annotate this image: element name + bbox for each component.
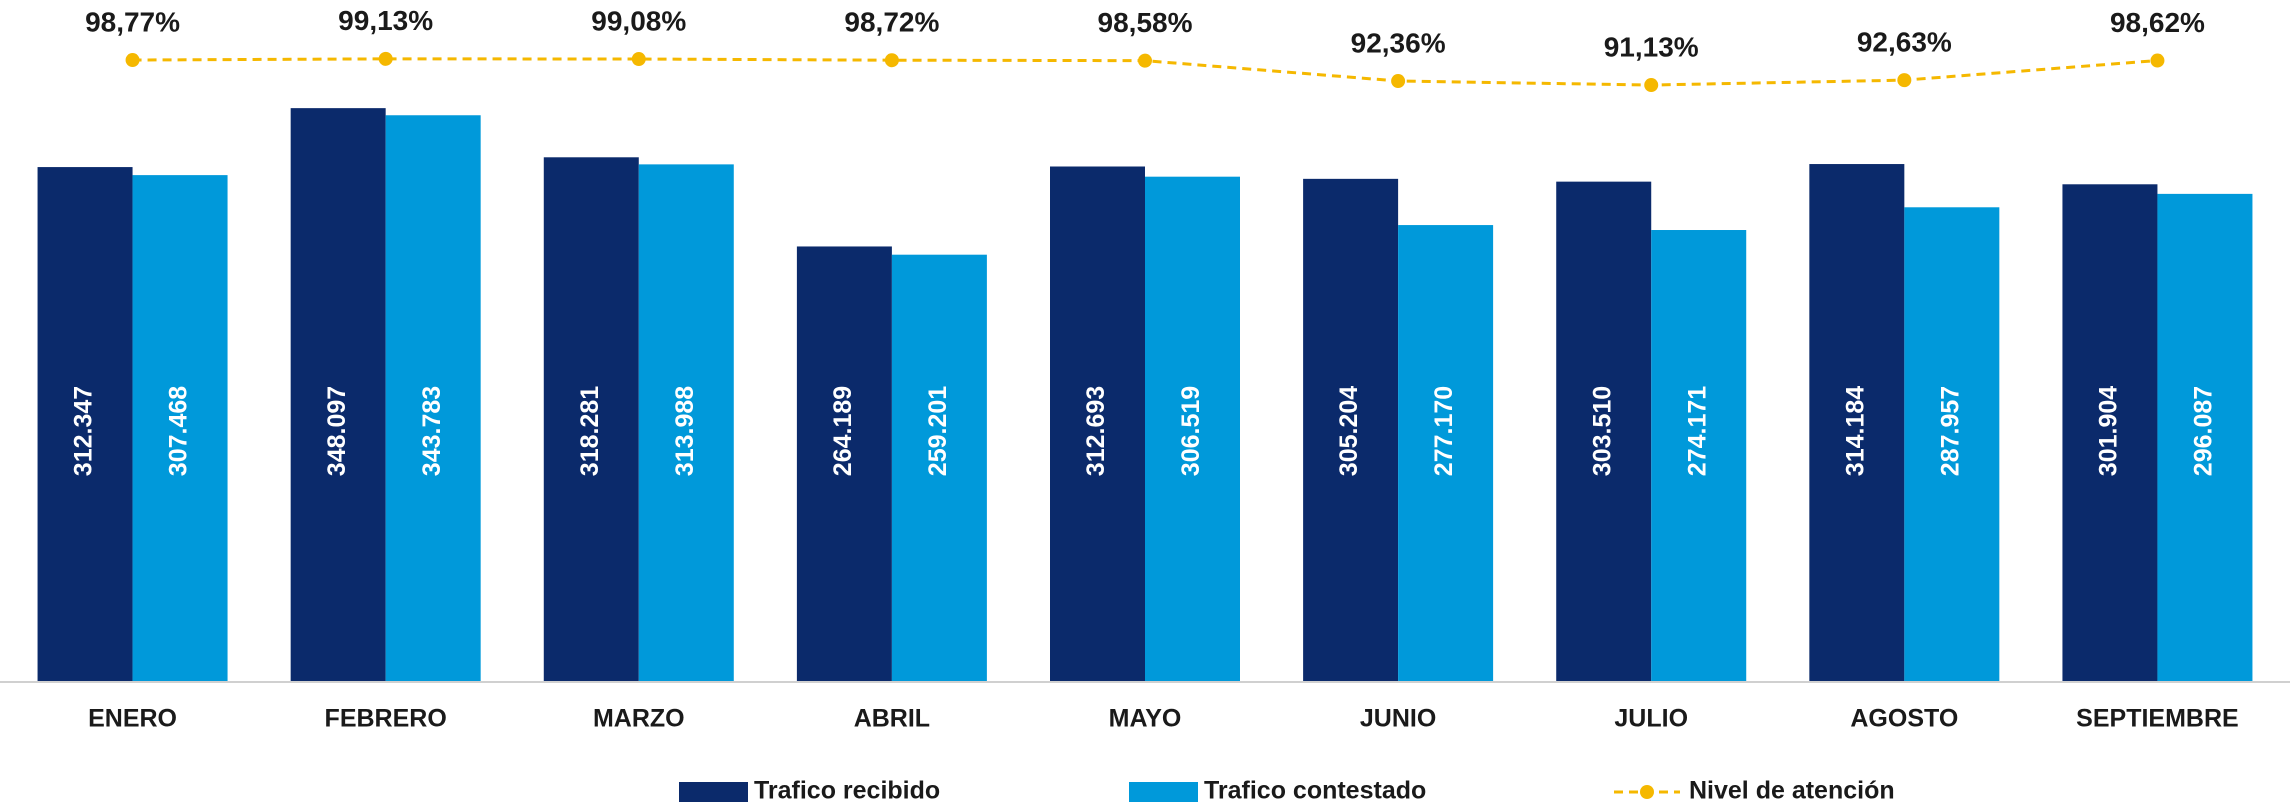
line-marker <box>884 53 899 68</box>
bar <box>2157 193 2253 682</box>
line-marker <box>378 51 393 66</box>
line-value-label: 99,08% <box>591 5 686 36</box>
bar <box>1904 207 2000 682</box>
bar <box>290 108 386 683</box>
bar-value-label: 301.904 <box>2095 386 2123 476</box>
line-marker <box>1138 53 1152 68</box>
bar <box>2062 184 2158 683</box>
bar <box>638 164 734 682</box>
bar-value-label: 312.347 <box>70 386 98 476</box>
bar <box>543 157 639 683</box>
x-tick-label: JULIO <box>1614 705 1688 733</box>
line-value-label: 98,58% <box>1098 7 1193 38</box>
line-marker <box>125 53 140 68</box>
line-value-label: 98,72% <box>844 7 939 38</box>
bar-value-label: 313.988 <box>671 386 699 476</box>
bar <box>1556 181 1652 682</box>
bar-value-label: 306.519 <box>1177 386 1205 476</box>
bar <box>1303 178 1399 682</box>
bar-value-label: 343.783 <box>418 386 446 476</box>
legend-swatch <box>679 782 748 802</box>
legend-label: Trafico contestado <box>1204 777 1426 805</box>
bar <box>132 175 228 682</box>
bar-value-label: 307.468 <box>165 386 193 476</box>
line-marker <box>631 52 646 67</box>
bar-value-label: 312.693 <box>1082 386 1110 476</box>
line-marker <box>1897 73 1912 88</box>
bar-value-label: 264.189 <box>829 386 857 476</box>
bar <box>1651 230 1747 682</box>
legend-label: Trafico recibido <box>754 777 940 805</box>
bar-value-label: 274.171 <box>1683 386 1711 476</box>
line-value-label: 99,13% <box>338 5 433 36</box>
bar <box>1050 166 1145 683</box>
bar-value-label: 314.184 <box>1841 386 1869 476</box>
legend-label: Nivel de atención <box>1689 777 1895 805</box>
line-value-label: 98,77% <box>85 6 180 37</box>
line-marker <box>1391 74 1406 89</box>
bar-value-label: 287.957 <box>1936 386 1964 476</box>
bar-value-label: 318.281 <box>576 386 604 476</box>
bar <box>891 254 987 682</box>
x-tick-label: AGOSTO <box>1850 705 1958 733</box>
x-tick-label: ABRIL <box>854 705 930 733</box>
legend-marker <box>1640 785 1654 799</box>
x-tick-label: SEPTIEMBRE <box>2076 705 2239 733</box>
bar-value-label: 348.097 <box>323 386 351 476</box>
bar <box>385 115 481 683</box>
bar-value-label: 305.204 <box>1335 386 1363 476</box>
bar-value-label: 259.201 <box>924 386 952 476</box>
line-value-label: 91,13% <box>1604 31 1699 62</box>
bar <box>796 246 892 682</box>
x-tick-label: ENERO <box>88 705 177 733</box>
x-tick-label: MARZO <box>593 705 685 733</box>
bar <box>1809 164 1905 682</box>
line-value-label: 92,63% <box>1857 27 1952 58</box>
x-tick-label: JUNIO <box>1360 705 1436 733</box>
bar <box>37 167 133 682</box>
line-value-label: 98,62% <box>2110 7 2205 38</box>
bar-value-label: 303.510 <box>1588 386 1616 476</box>
bar <box>1145 176 1240 683</box>
bar <box>1398 225 1494 682</box>
x-tick-label: MAYO <box>1109 705 1182 733</box>
line-value-label: 92,36% <box>1351 27 1446 58</box>
x-tick-label: FEBRERO <box>325 705 447 733</box>
bar-value-label: 296.087 <box>2190 386 2218 476</box>
line-marker <box>1644 78 1659 93</box>
bar-value-label: 277.170 <box>1430 386 1458 476</box>
line-marker <box>2150 53 2165 68</box>
legend-swatch <box>1129 782 1198 802</box>
